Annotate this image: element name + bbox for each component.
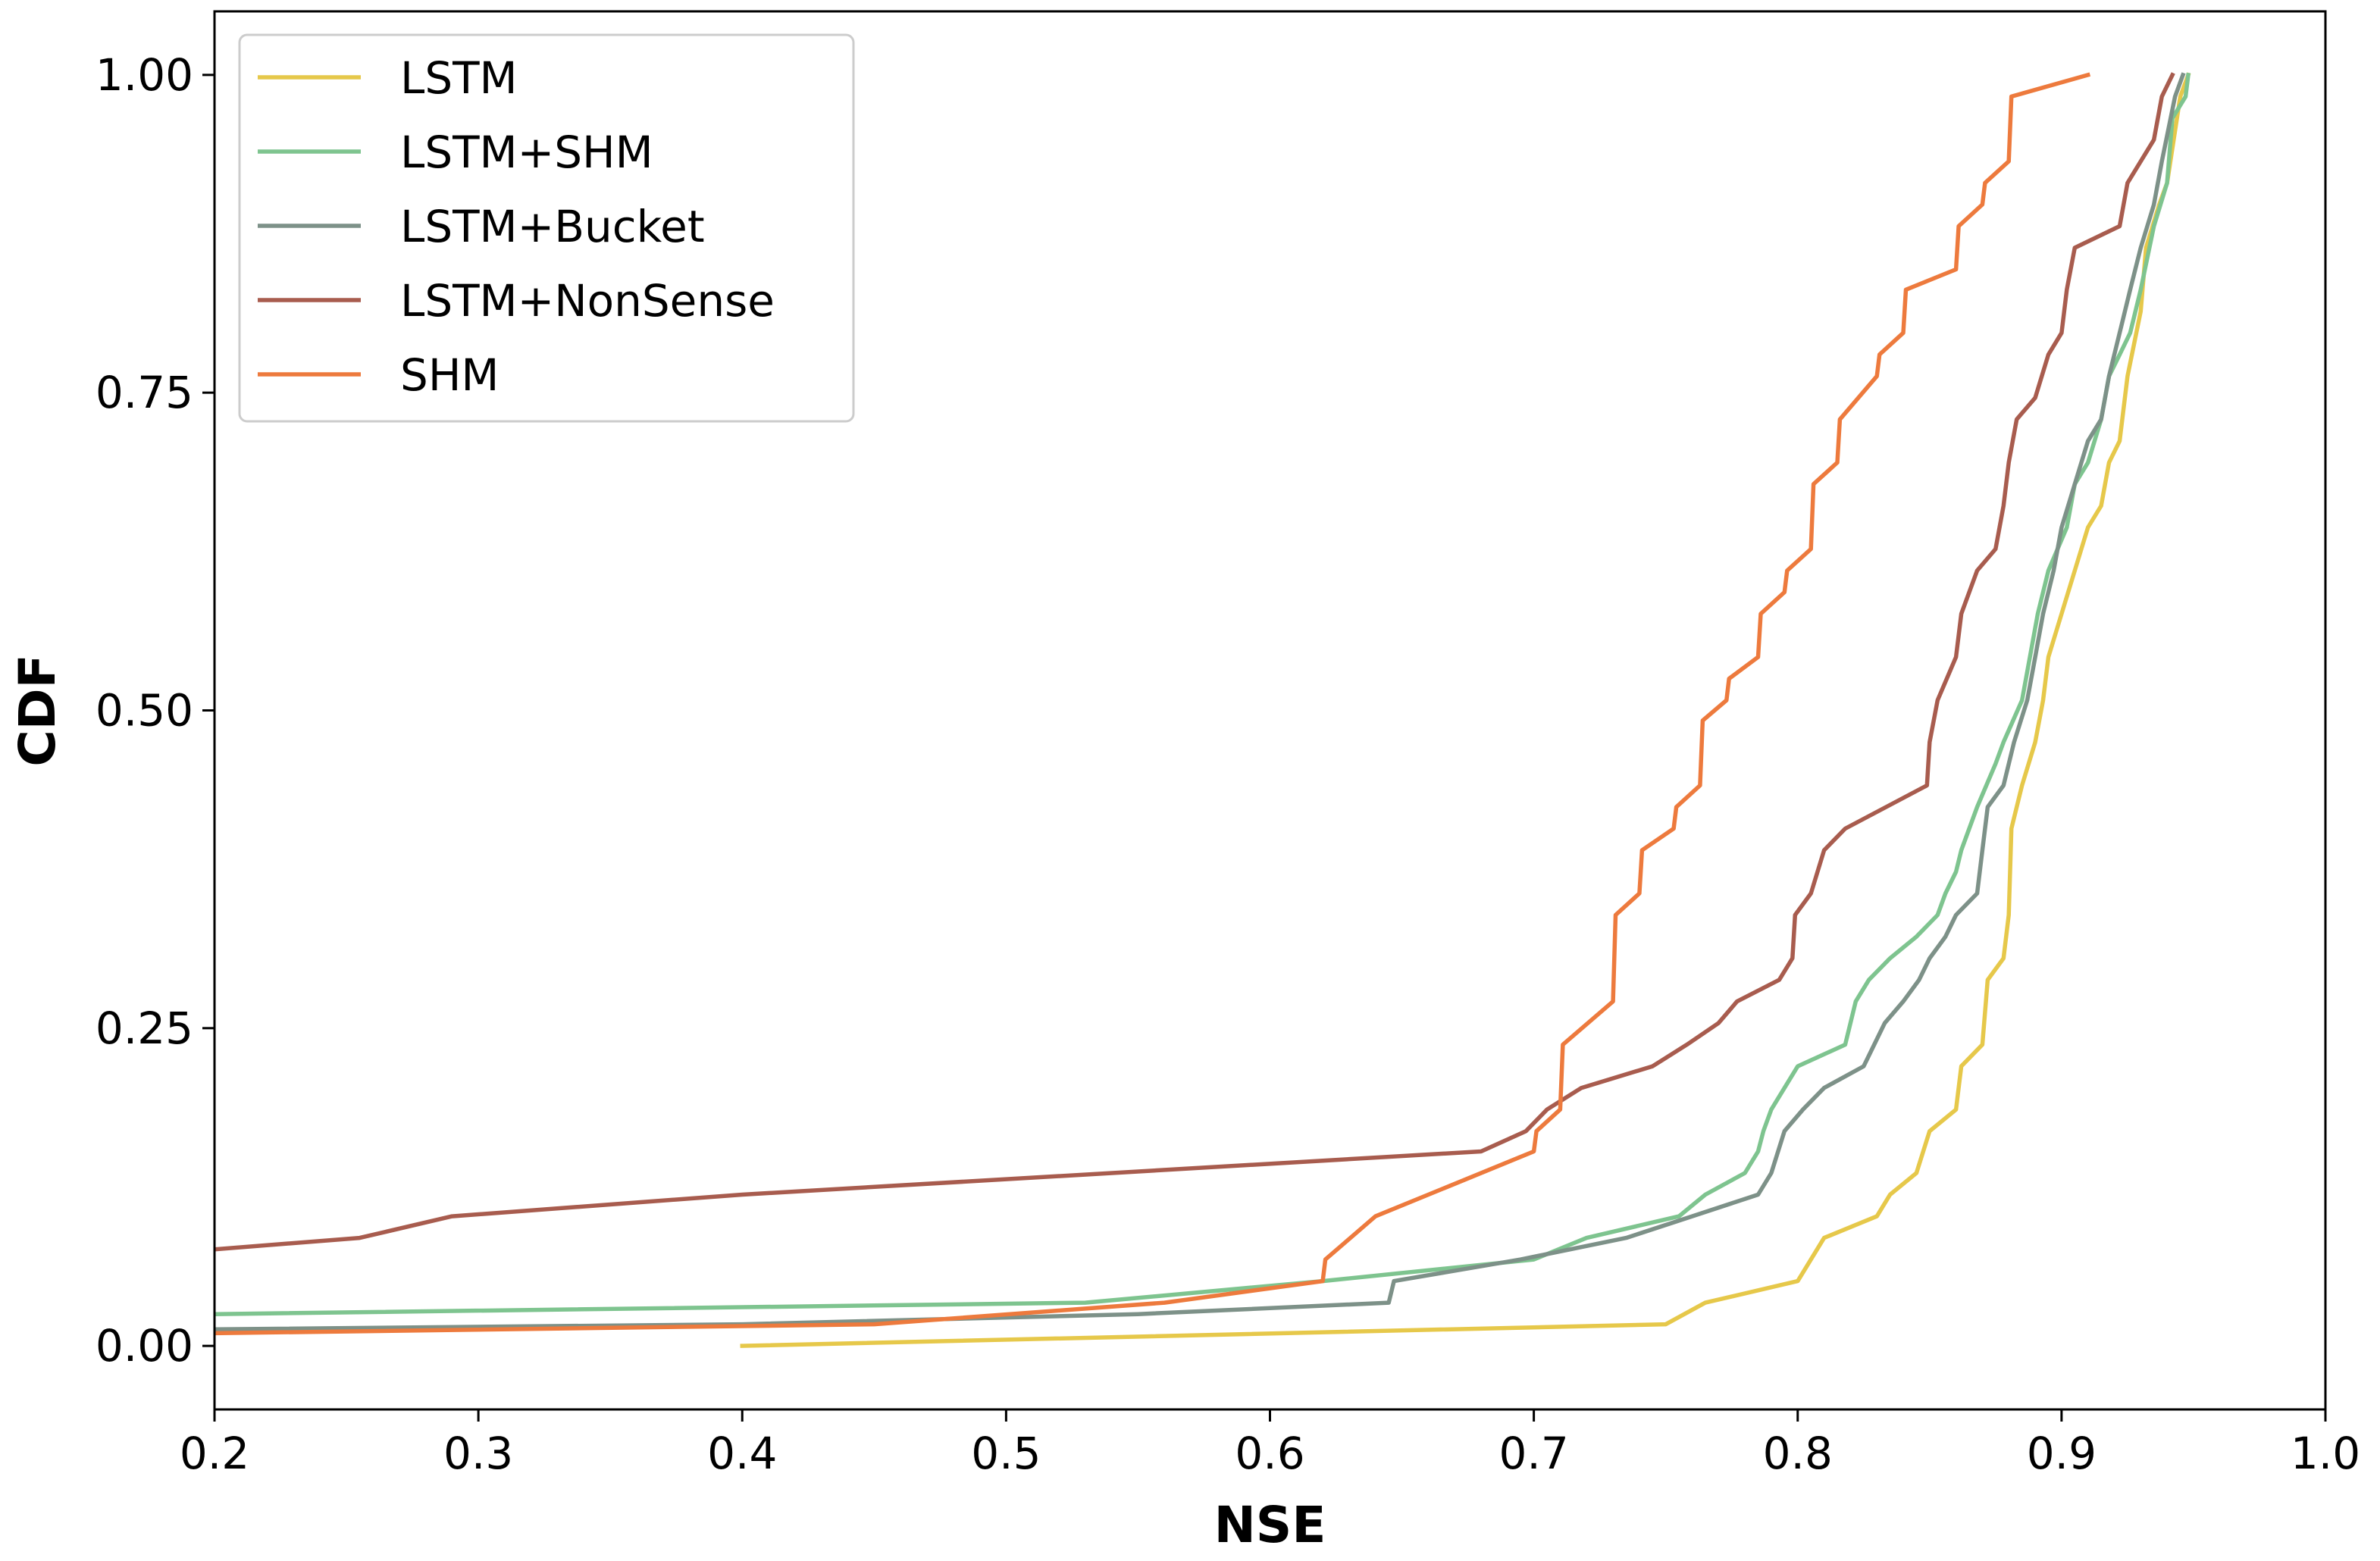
x-tick-label: 0.3 [443,1428,513,1479]
x-tick-label: 0.7 [1499,1428,1569,1479]
legend: LSTM LSTM+SHM LSTM+Bucket LSTM+NonSense SHM [238,33,855,423]
x-tick-label: 0.2 [180,1428,249,1479]
y-tick-label: 0.50 [96,685,193,737]
series-line-shm [215,72,2091,1336]
y-tick-label: 0.00 [96,1320,193,1372]
x-tick-label: 0.6 [1235,1428,1304,1479]
series-line-lstm-bucket [215,72,2186,1332]
x-axis: 0.2 0.3 0.4 0.5 0.6 0.7 0.8 0.9 1.0 [180,1409,2360,1479]
y-axis: 0.00 0.25 0.50 0.75 1.00 [96,49,215,1372]
legend-label: LSTM [400,52,518,104]
x-tick-label: 0.5 [971,1428,1041,1479]
legend-label: SHM [400,349,499,401]
x-axis-title: NSE [1214,1496,1326,1554]
y-tick-label: 1.00 [96,49,193,101]
legend-label: LSTM+Bucket [400,201,705,252]
y-axis-title: CDF [8,654,67,766]
x-tick-label: 1.0 [2291,1428,2360,1479]
x-tick-label: 0.4 [707,1428,777,1479]
series-line-lstm [740,72,2191,1348]
y-tick-label: 0.75 [96,367,193,418]
x-tick-label: 0.8 [1763,1428,1833,1479]
legend-label: LSTM+SHM [400,127,653,178]
series-lines [215,72,2191,1348]
series-line-lstm-shm [215,72,2191,1316]
legend-label: LSTM+NonSense [400,275,775,327]
y-tick-label: 0.25 [96,1003,193,1054]
x-tick-label: 0.9 [2027,1428,2097,1479]
legend-box [238,33,855,423]
